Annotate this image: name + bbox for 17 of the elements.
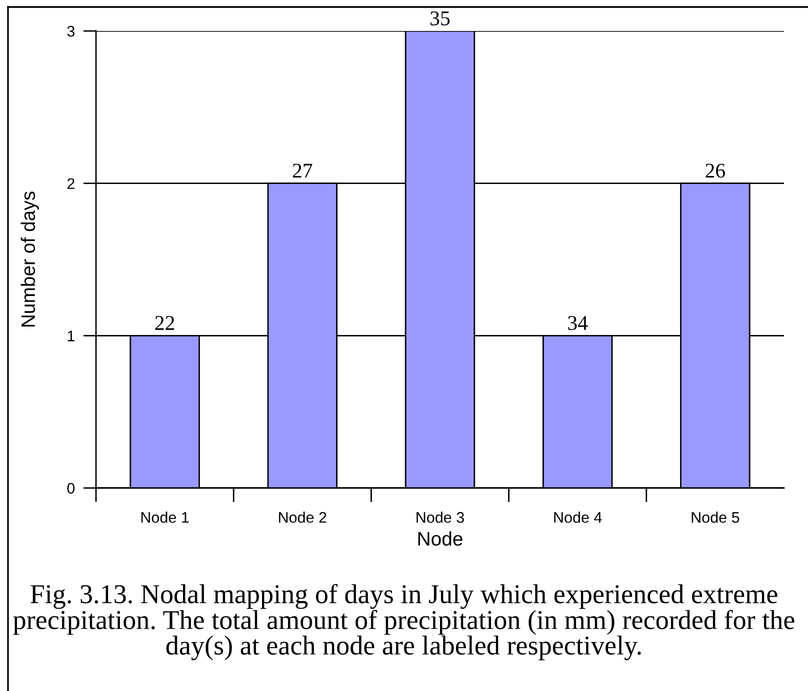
y-axis-title: Number of days <box>20 192 39 327</box>
y-tick-label: 1 <box>68 330 74 342</box>
x-tick-label: Node 3 <box>416 512 464 523</box>
annotation: 27 <box>292 164 312 178</box>
annotation: 34 <box>568 316 588 330</box>
x-tick-label: Node 1 <box>141 512 189 523</box>
y-tick-label: 0 <box>67 482 75 494</box>
annotation: 35 <box>430 11 450 26</box>
caption: Fig. 3.13. Nodal mapping of days in July which experienced extreme precipitation. The total amount of precipitation (in mm) recorded for the day(s) at each node are labeled respectively. <box>13 584 794 660</box>
x-tick-label: Node 4 <box>554 512 602 523</box>
x-tick-label: Node 2 <box>279 512 326 523</box>
annotation: 22 <box>155 316 174 330</box>
x-tick-label: Node 5 <box>692 512 740 523</box>
y-tick-label: 2 <box>67 178 74 189</box>
annotation: 26 <box>706 164 725 178</box>
x-axis-title: Node <box>418 531 462 546</box>
y-tick-label: 3 <box>67 26 74 37</box>
